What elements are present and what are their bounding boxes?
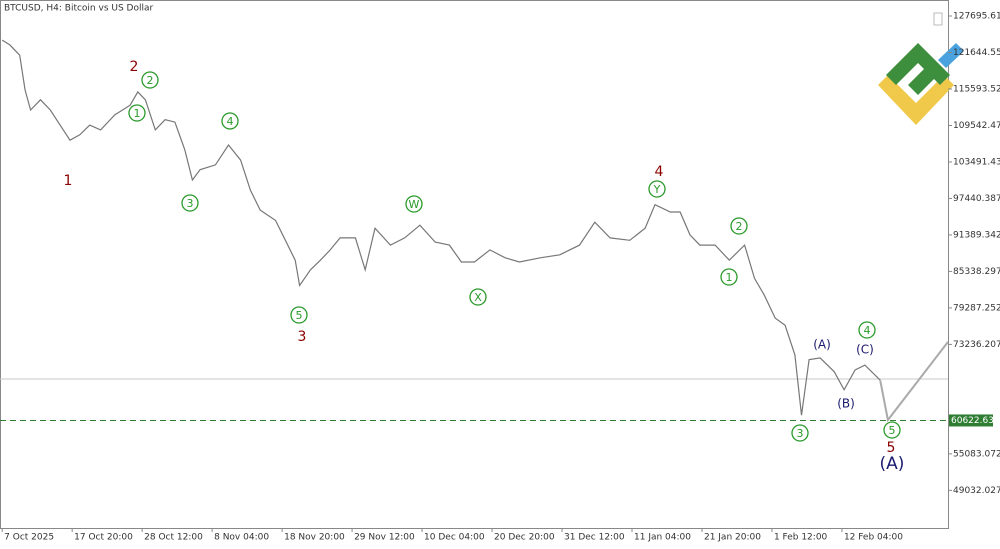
y-tick-label: 121644.556	[953, 48, 1000, 58]
price-line	[1, 39, 881, 416]
wave-circle	[181, 194, 199, 212]
wave-circle	[858, 321, 876, 339]
wave-label: 4	[655, 164, 664, 180]
wave-label: (A)	[880, 454, 905, 474]
wave-label: (C)	[856, 343, 874, 357]
y-tick-label: 85338.297	[953, 267, 1000, 277]
wave-label: 2	[130, 59, 139, 75]
wave-circle	[221, 112, 239, 130]
y-tick-label: 103491.432	[953, 157, 1000, 167]
y-tick-label: 91389.342	[953, 230, 1000, 240]
wave-circle	[141, 71, 159, 89]
wave-circle	[730, 217, 748, 235]
wave-label: 5	[887, 440, 896, 456]
x-tick-label: 20 Dec 20:00	[494, 533, 555, 543]
level-label: 60622.631	[951, 416, 1000, 426]
x-tick-label: 17 Oct 20:00	[74, 533, 133, 543]
wave-label: 1	[726, 271, 733, 284]
forecast-line	[879, 341, 949, 423]
x-tick-label: 31 Dec 12:00	[564, 533, 625, 543]
logo	[878, 43, 964, 125]
wave-label: 4	[227, 115, 234, 128]
wave-label: 3	[298, 329, 307, 345]
wave-label: 3	[797, 427, 804, 440]
wave-circle	[290, 306, 308, 324]
scroll-icon	[933, 12, 943, 26]
x-tick-label: 29 Nov 12:00	[354, 533, 415, 543]
wave-label: 5	[889, 424, 896, 437]
wave-label: 3	[187, 197, 194, 210]
wave-circle	[128, 104, 146, 122]
wave-circle	[791, 424, 809, 442]
y-tick-label: 49032.027	[953, 486, 1000, 496]
wave-label: 5	[296, 309, 303, 322]
y-tick-label: 97440.387	[953, 194, 1000, 204]
y-tick-label: 115593.522	[953, 84, 1000, 94]
y-tick-label: 55083.072	[953, 449, 1000, 459]
wave-label: 2	[736, 220, 743, 233]
wave-label: 1	[64, 173, 73, 189]
wave-label: (B)	[837, 397, 855, 411]
wave-label: (A)	[813, 338, 831, 352]
wave-label: 4	[864, 324, 871, 337]
x-tick-label: 1 Feb 12:00	[774, 533, 828, 543]
wave-circle	[720, 268, 738, 286]
wave-label: W	[409, 198, 420, 211]
wave-circle	[469, 288, 487, 306]
x-tick-label: 10 Dec 04:00	[424, 533, 485, 543]
level-label-box	[949, 414, 993, 427]
x-tick-label: 18 Nov 20:00	[284, 533, 345, 543]
x-tick-label: 8 Nov 04:00	[214, 533, 269, 543]
wave-circle	[648, 180, 666, 198]
y-tick-label: 109542.477	[953, 121, 1000, 131]
wave-label: X	[474, 291, 482, 304]
wave-circle	[883, 421, 901, 439]
wave-label: 2	[147, 74, 154, 87]
y-tick-label: 73236.207	[953, 340, 1000, 350]
chart-title: BTCUSD, H4: Bitcoin vs US Dollar	[4, 4, 153, 14]
y-tick-label: 79287.252	[953, 303, 1000, 313]
wave-label: Y	[653, 183, 661, 196]
wave-circle	[405, 195, 423, 213]
x-tick-label: 12 Feb 04:00	[844, 533, 903, 543]
x-tick-label: 7 Oct 2025	[4, 533, 54, 543]
x-tick-label: 11 Jan 04:00	[634, 533, 691, 543]
y-tick-label: 127695.612	[953, 11, 1000, 21]
plot-frame	[0, 0, 949, 529]
x-tick-label: 28 Oct 12:00	[144, 533, 203, 543]
x-tick-label: 21 Jan 20:00	[704, 533, 761, 543]
wave-label: 1	[134, 107, 141, 120]
